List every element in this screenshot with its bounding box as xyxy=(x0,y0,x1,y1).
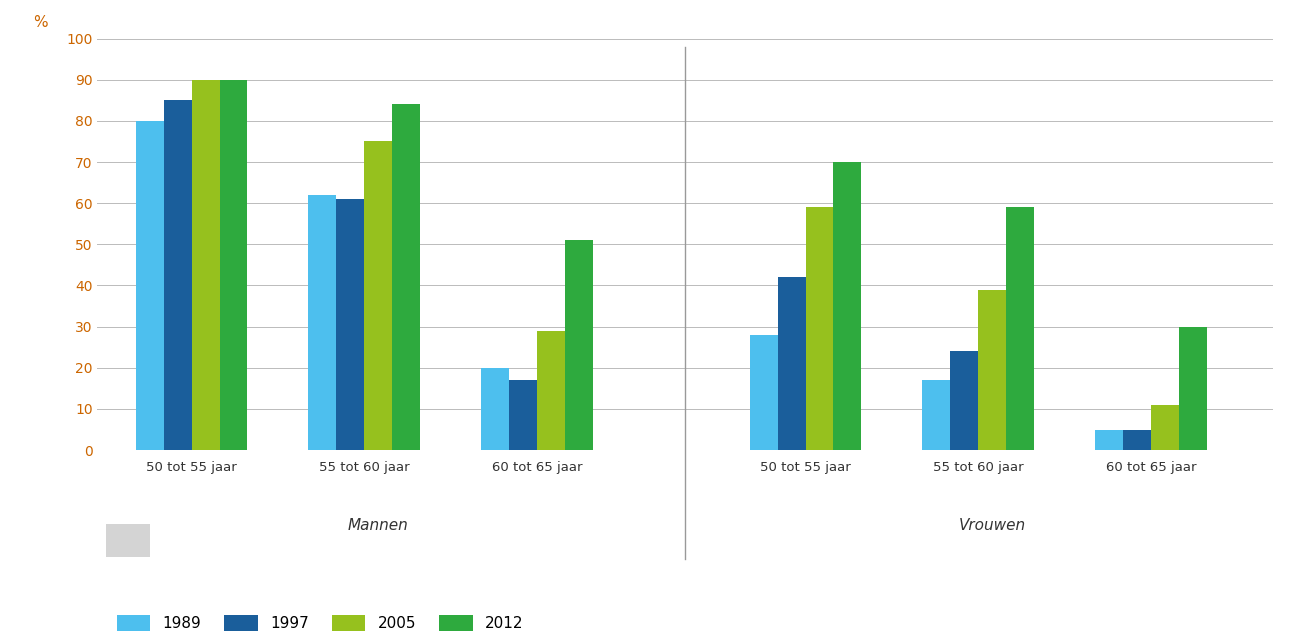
Bar xyxy=(1095,430,1124,450)
Text: 55 tot 60 jaar: 55 tot 60 jaar xyxy=(320,461,409,474)
Bar xyxy=(805,207,834,450)
Bar xyxy=(481,368,509,450)
Bar xyxy=(392,104,420,450)
Legend: 1989, 1997, 2005, 2012: 1989, 1997, 2005, 2012 xyxy=(117,615,523,631)
Bar xyxy=(951,351,978,450)
Bar xyxy=(192,80,220,450)
Bar xyxy=(536,331,565,450)
Bar xyxy=(1007,207,1034,450)
Bar xyxy=(107,525,149,557)
Bar xyxy=(509,380,536,450)
Bar xyxy=(1178,327,1207,450)
Bar xyxy=(136,121,164,450)
Text: 50 tot 55 jaar: 50 tot 55 jaar xyxy=(147,461,236,474)
Text: Mannen: Mannen xyxy=(348,518,409,533)
Bar xyxy=(308,195,336,450)
Bar xyxy=(336,199,364,450)
Bar xyxy=(1151,405,1178,450)
Bar xyxy=(1124,430,1151,450)
Bar xyxy=(778,277,805,450)
Text: 60 tot 65 jaar: 60 tot 65 jaar xyxy=(1105,461,1196,474)
Bar xyxy=(364,141,392,450)
Text: 60 tot 65 jaar: 60 tot 65 jaar xyxy=(492,461,582,474)
Text: 50 tot 55 jaar: 50 tot 55 jaar xyxy=(760,461,851,474)
Bar xyxy=(565,240,592,450)
Text: Vrouwen: Vrouwen xyxy=(959,518,1026,533)
Bar xyxy=(978,289,1007,450)
Text: 55 tot 60 jaar: 55 tot 60 jaar xyxy=(933,461,1024,474)
Bar xyxy=(922,380,951,450)
Bar xyxy=(750,335,778,450)
Bar xyxy=(164,100,192,450)
Text: %: % xyxy=(32,15,47,30)
Bar xyxy=(220,80,247,450)
Bar xyxy=(834,162,861,450)
